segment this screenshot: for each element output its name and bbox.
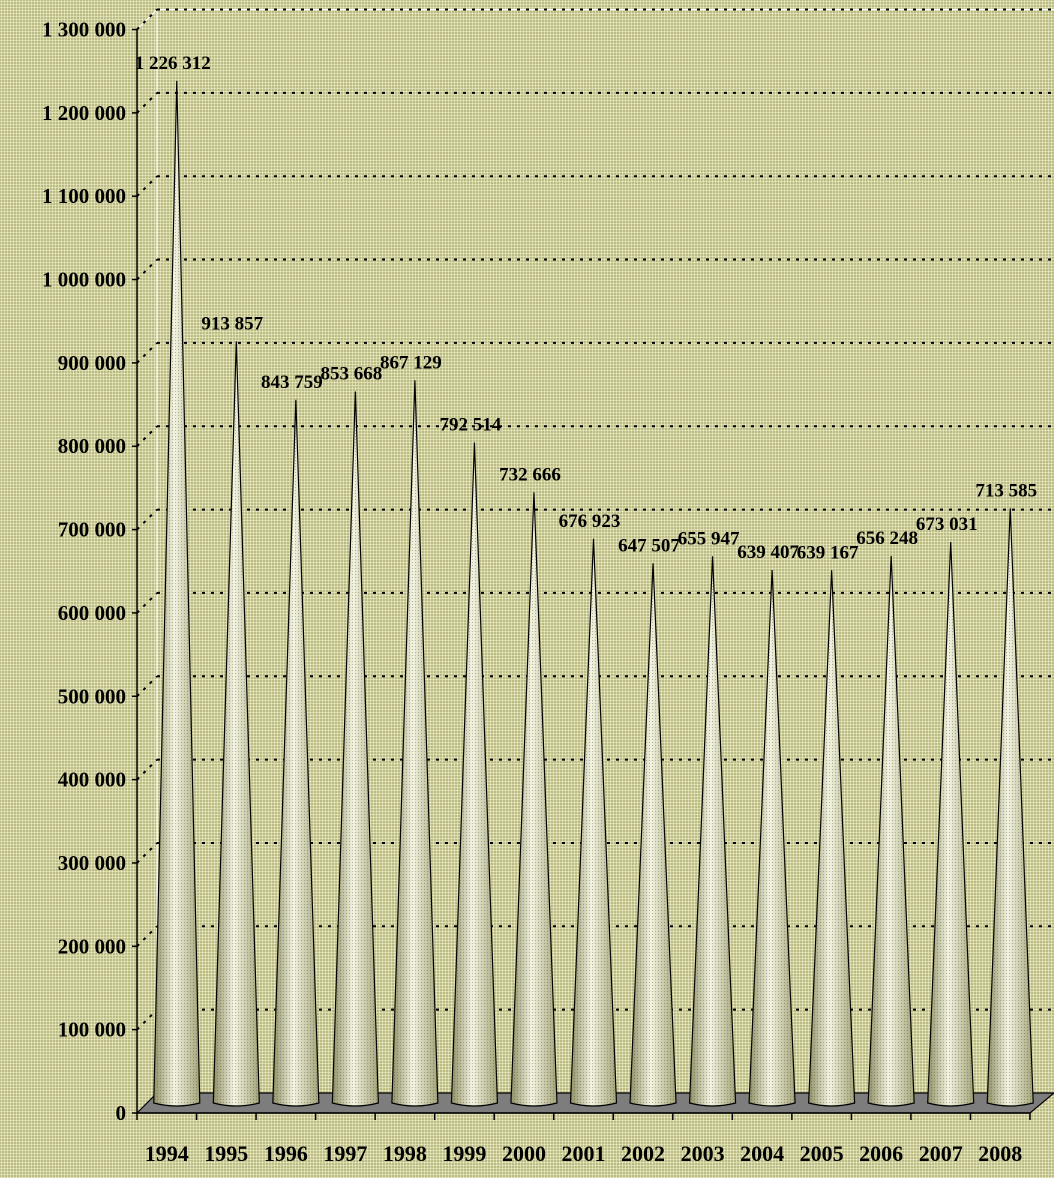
- value-label: 647 507: [618, 535, 680, 556]
- x-tick-label: 2001: [562, 1141, 606, 1166]
- cone-bar: [986, 508, 1034, 1107]
- cone-texture: [510, 492, 557, 1107]
- cone-texture: [570, 538, 617, 1106]
- cone-texture: [630, 563, 677, 1106]
- cone-texture: [749, 570, 796, 1106]
- cone-bar: [450, 442, 499, 1107]
- y-tick-label: 800 000: [58, 434, 126, 458]
- side-wall-top: [136, 9, 158, 30]
- y-tick-label: 500 000: [58, 684, 126, 708]
- x-tick-label: 2005: [800, 1141, 844, 1166]
- cone-bar: [510, 492, 558, 1107]
- value-label: 913 857: [201, 313, 263, 334]
- gridline-side: [136, 758, 158, 781]
- gridline-side: [136, 925, 158, 948]
- x-tick-label: 2004: [740, 1141, 784, 1166]
- value-label: 843 759: [261, 372, 323, 393]
- cone-texture: [272, 399, 319, 1107]
- y-tick-label: 1 000 000: [42, 268, 126, 292]
- y-tick-label: 400 000: [58, 768, 126, 792]
- y-tick-label: 1 300 000: [42, 18, 126, 42]
- cone-bar: [867, 556, 915, 1107]
- value-label: 1 226 312: [135, 53, 211, 74]
- value-label: 713 585: [975, 480, 1037, 501]
- gridline-side: [136, 675, 158, 697]
- value-label: 656 248: [856, 528, 918, 549]
- y-tick-label: 900 000: [58, 351, 126, 375]
- y-tick-label: 700 000: [58, 518, 126, 542]
- value-label: 673 031: [916, 514, 978, 535]
- gridline-side: [136, 92, 158, 114]
- cone-texture: [391, 380, 438, 1106]
- x-tick-label: 2003: [681, 1141, 725, 1166]
- x-tick-label: 1994: [145, 1141, 189, 1166]
- cone-texture: [332, 391, 379, 1107]
- value-label: 639 167: [797, 542, 859, 563]
- cone-bar: [808, 570, 856, 1107]
- cone-bar: [212, 341, 260, 1107]
- gridline-side: [136, 508, 158, 531]
- y-tick-label: 0: [116, 1101, 127, 1125]
- x-tick-label: 1999: [442, 1141, 486, 1166]
- cone-texture: [689, 556, 736, 1106]
- cone-bar: [688, 556, 737, 1107]
- value-label: 867 129: [380, 352, 442, 373]
- y-tick-label: 100 000: [58, 1018, 126, 1042]
- cone-bar: [927, 542, 975, 1107]
- gridline-side: [136, 592, 158, 614]
- cone-texture: [213, 341, 260, 1106]
- cone-texture: [153, 80, 200, 1106]
- cone-bar: [569, 538, 618, 1107]
- value-label: 639 407: [737, 542, 799, 563]
- gridline-side: [136, 258, 158, 281]
- value-label: 655 947: [678, 528, 740, 549]
- x-tick-label: 2008: [978, 1141, 1022, 1166]
- y-tick-label: 200 000: [58, 934, 126, 958]
- gridline-side: [136, 342, 158, 364]
- cone-texture: [868, 556, 915, 1106]
- value-label: 732 666: [499, 464, 561, 485]
- x-tick-label: 2007: [919, 1141, 963, 1166]
- cone-bar: [391, 380, 439, 1107]
- cone-texture: [927, 542, 974, 1106]
- value-label: 853 668: [320, 364, 382, 385]
- x-tick-label: 1997: [323, 1141, 367, 1166]
- cone-texture: [987, 508, 1034, 1106]
- x-tick-label: 2002: [621, 1141, 665, 1166]
- cone-texture: [451, 442, 498, 1106]
- gridline-side: [136, 425, 158, 447]
- cone-bar: [272, 399, 320, 1107]
- y-tick-label: 600 000: [58, 601, 126, 625]
- gridline-side: [136, 1008, 158, 1031]
- x-tick-label: 1995: [204, 1141, 248, 1166]
- cone-texture: [808, 570, 855, 1106]
- gridline-side: [136, 842, 158, 864]
- x-tick-label: 1996: [264, 1141, 308, 1166]
- y-tick-label: 300 000: [58, 851, 126, 875]
- cone-bar: [331, 391, 379, 1107]
- cone-bar: [153, 80, 201, 1107]
- cone-bar: [748, 570, 796, 1107]
- value-label: 676 923: [559, 511, 621, 532]
- gridline-side: [136, 175, 158, 197]
- x-tick-label: 1998: [383, 1141, 427, 1166]
- value-label: 792 514: [440, 414, 502, 435]
- y-tick-label: 1 100 000: [42, 184, 126, 208]
- x-tick-label: 2000: [502, 1141, 546, 1166]
- cone-bar: [629, 563, 677, 1107]
- x-tick-label: 2006: [859, 1141, 903, 1166]
- y-tick-label: 1 200 000: [42, 101, 126, 125]
